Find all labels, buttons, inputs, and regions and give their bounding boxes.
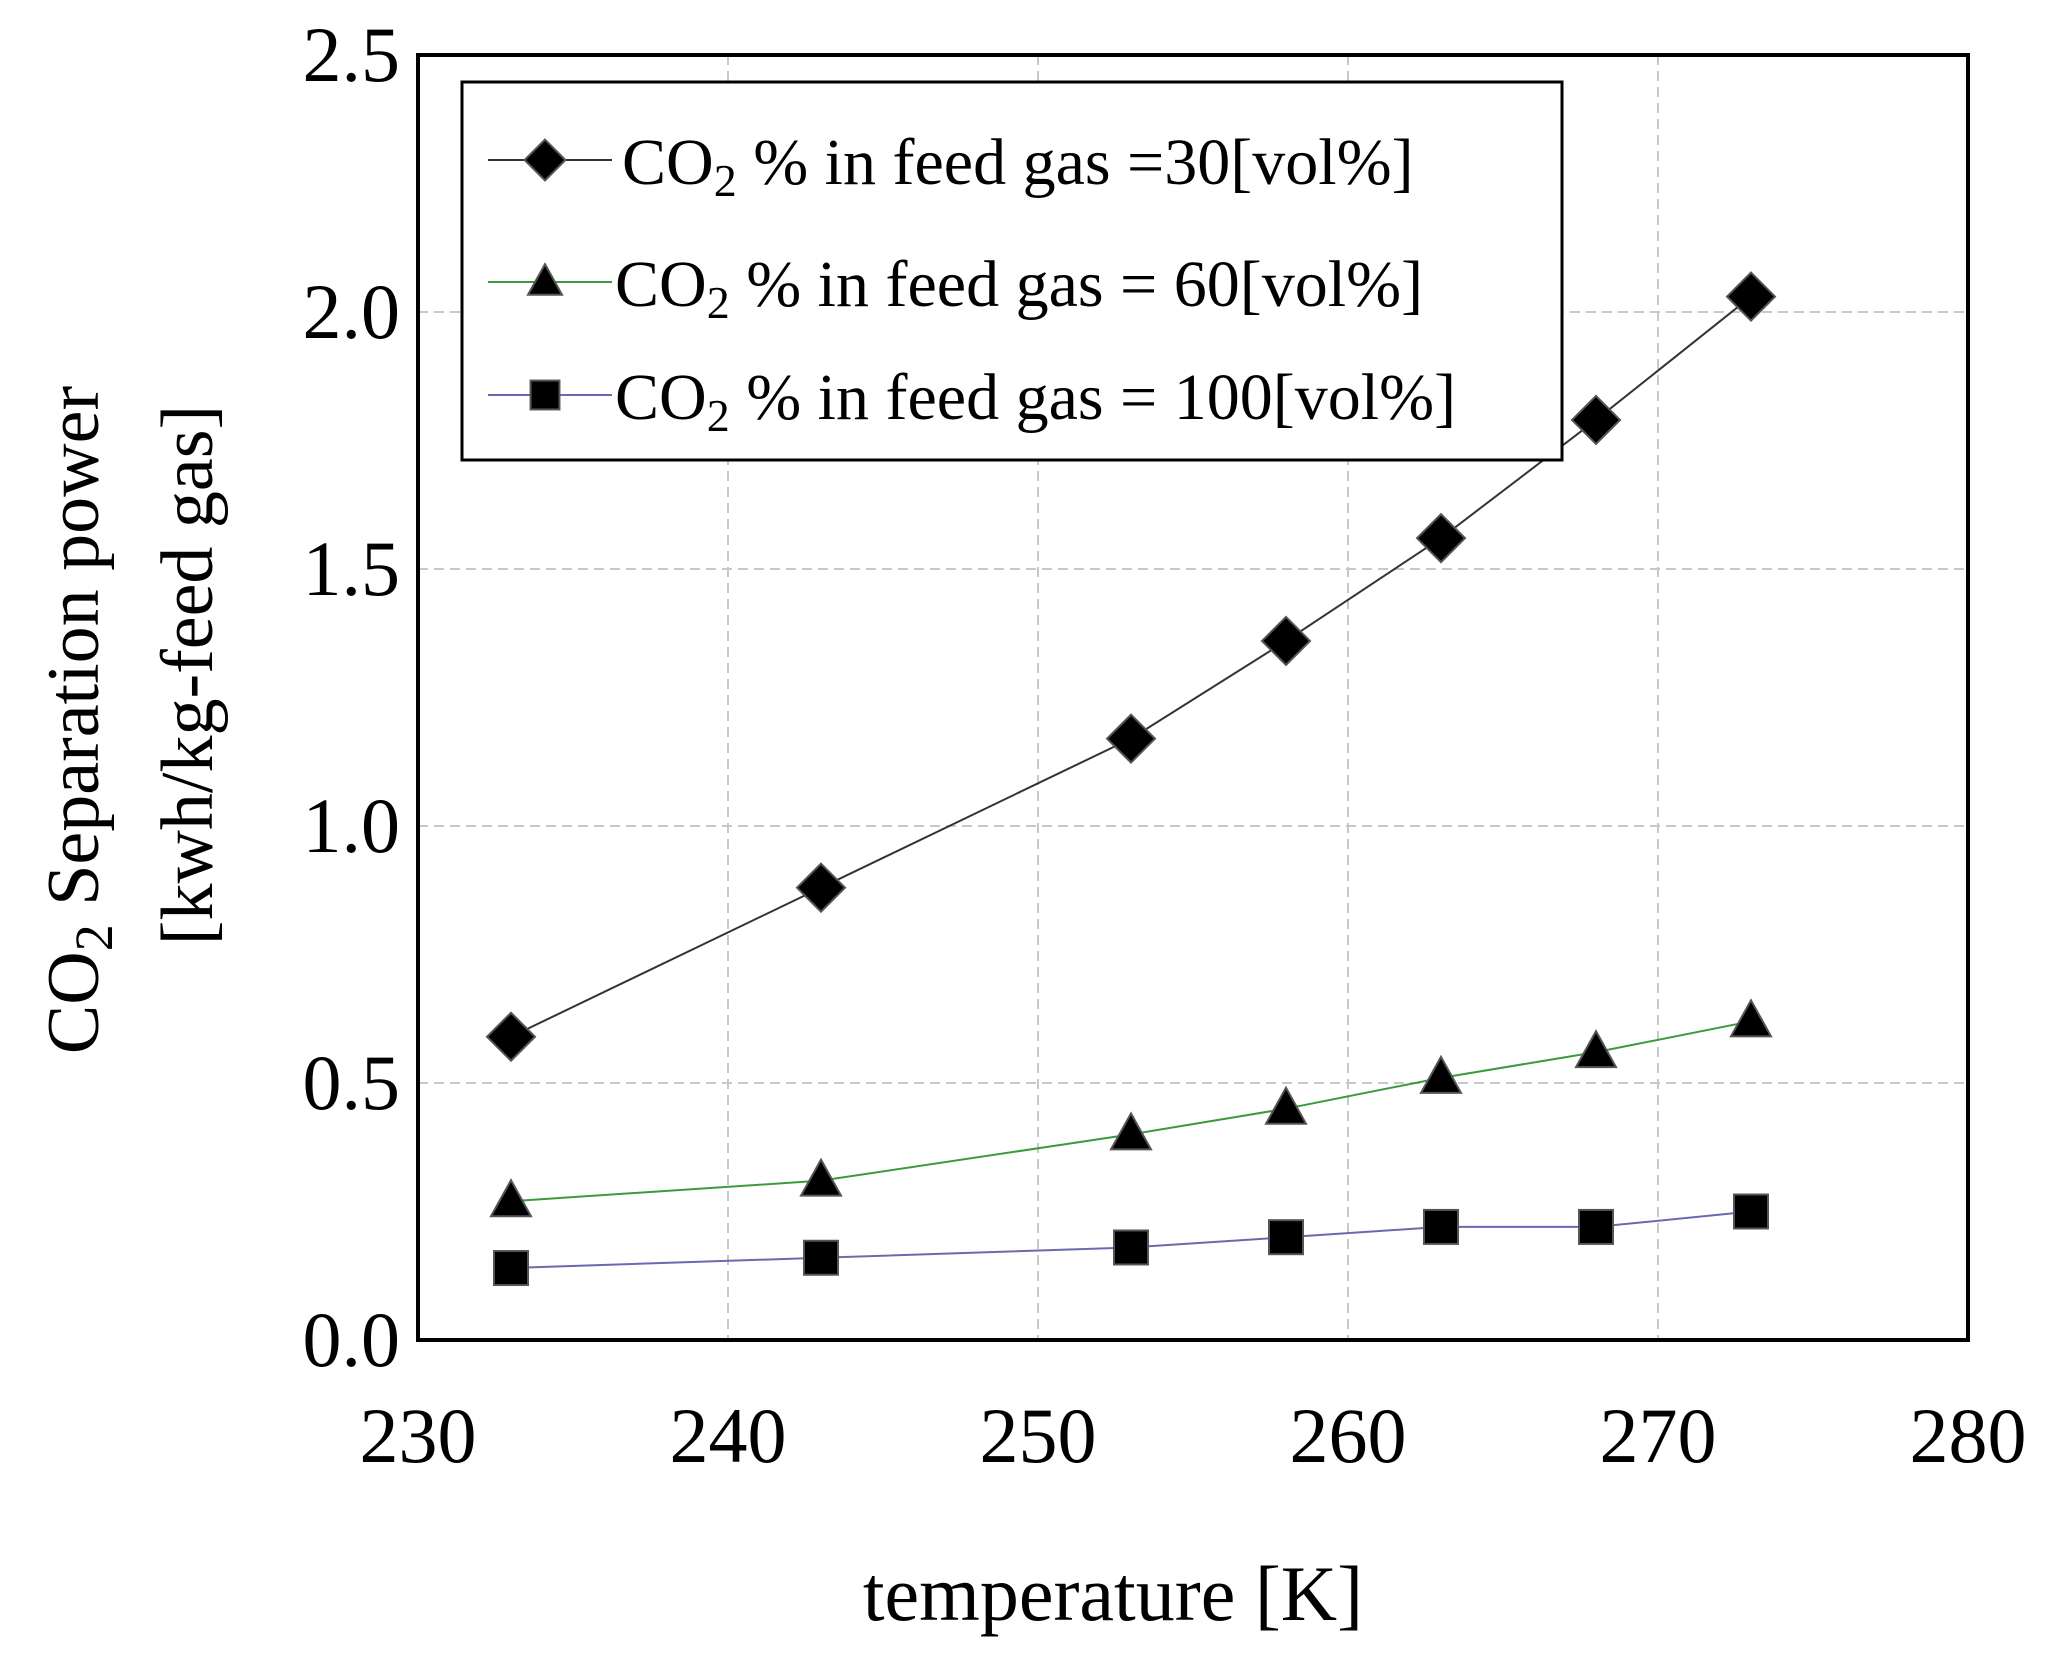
- data-point-diamond: [485, 1011, 537, 1063]
- legend-label: CO2 % in feed gas =30[vol%]: [622, 126, 1414, 206]
- data-point-square: [1268, 1219, 1304, 1256]
- axis-labels: temperature [K] CO2 Separation power [kw…: [33, 386, 1363, 1637]
- data-point-triangle: [1729, 998, 1773, 1038]
- x-tick-label: 260: [1290, 1392, 1407, 1479]
- x-tick-label: 270: [1600, 1392, 1717, 1479]
- data-point-triangle: [1574, 1029, 1618, 1069]
- legend-marker-triangle: [526, 262, 564, 296]
- plot-frame: [416, 53, 1970, 1342]
- data-point-triangle: [489, 1178, 533, 1218]
- series-square: [493, 1193, 1769, 1287]
- data-point-triangle: [1109, 1111, 1153, 1151]
- y-tick-label: 2.0: [303, 268, 401, 355]
- series-layer: [485, 271, 1777, 1287]
- legend-label: CO2 % in feed gas = 100[vol%]: [615, 361, 1456, 441]
- y-axis-label-line2: [kwh/kg-feed gas]: [147, 405, 229, 945]
- data-point-diamond: [1105, 713, 1157, 765]
- legend-marker-diamond: [523, 138, 567, 182]
- data-point-diamond: [1725, 271, 1777, 322]
- x-axis-label: temperature [K]: [863, 1550, 1363, 1637]
- data-point-triangle: [799, 1157, 843, 1197]
- data-point-square: [1733, 1193, 1769, 1230]
- data-point-diamond: [795, 862, 847, 914]
- x-tick-label: 280: [1910, 1392, 2027, 1479]
- data-point-square: [493, 1250, 529, 1287]
- data-point-square: [1113, 1229, 1149, 1266]
- series-line: [510, 1020, 1752, 1203]
- x-tick-label: 250: [980, 1392, 1097, 1479]
- y-tick-label: 0.5: [303, 1039, 401, 1126]
- legend-label: CO2 % in feed gas = 60[vol%]: [615, 248, 1423, 328]
- y-tick-label: 0.0: [303, 1296, 401, 1383]
- data-point-diamond: [1570, 394, 1622, 446]
- data-point-square: [803, 1239, 839, 1276]
- y-tick-label: 1.0: [303, 782, 401, 869]
- y-axis-label-line1: CO2 Separation power: [33, 386, 124, 1054]
- data-point-triangle: [1419, 1054, 1463, 1094]
- data-point-square: [1578, 1208, 1614, 1245]
- axes-layer: 230 240 250 260 270 280 0.0 0.5 1.0 1.5 2.0 2.5: [303, 11, 2027, 1479]
- data-point-diamond: [1415, 512, 1467, 564]
- data-point-triangle: [1264, 1085, 1308, 1125]
- x-tick-label: 230: [360, 1392, 477, 1479]
- y-tick-label: 1.5: [303, 525, 401, 612]
- legend: CO2 % in feed gas =30[vol%] CO2 % in feed…: [460, 80, 1564, 462]
- legend-marker-square: [529, 379, 561, 411]
- data-point-square: [1423, 1208, 1459, 1245]
- legend-box: [460, 80, 1564, 462]
- x-tick-label: 240: [670, 1392, 787, 1479]
- y-tick-label: 2.5: [303, 11, 401, 98]
- series-triangle: [489, 998, 1773, 1218]
- series-diamond: [485, 271, 1777, 1063]
- data-point-diamond: [1260, 615, 1312, 667]
